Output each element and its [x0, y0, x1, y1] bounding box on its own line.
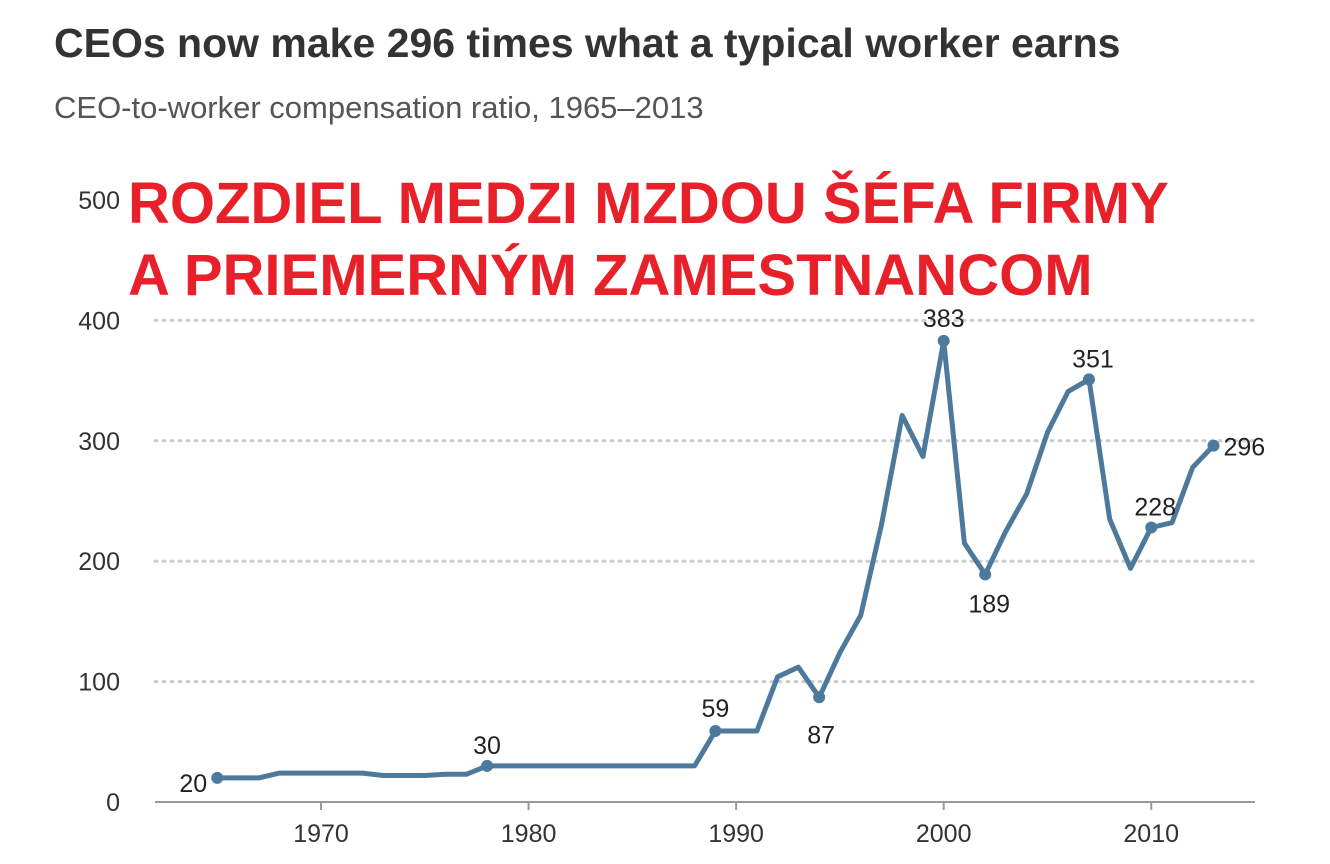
overlay-line-2: A PRIEMERNÝM ZAMESTNANCOM	[128, 243, 1093, 308]
grid-lines	[153, 318, 1257, 803]
data-label: 20	[179, 770, 207, 798]
x-tick-label: 1990	[708, 820, 764, 848]
y-tick-label: 300	[78, 428, 120, 456]
x-tick-label: 2000	[916, 820, 972, 848]
data-label: 189	[968, 590, 1010, 618]
x-axis-ticks: 1970 1980 1990 2000 2010	[293, 802, 1179, 848]
data-label: 351	[1072, 345, 1114, 373]
data-label: 228	[1134, 493, 1176, 521]
data-label: 59	[701, 695, 729, 723]
data-point-marker	[937, 334, 950, 347]
x-tick-label: 1980	[501, 820, 557, 848]
chart-subtitle: CEO-to-worker compensation ratio, 1965–2…	[54, 90, 704, 125]
data-point-marker	[979, 568, 992, 581]
y-tick-label: 100	[78, 669, 120, 697]
overlay-line-1: ROZDIEL MEDZI MZDOU ŠÉFA FIRMY	[128, 171, 1169, 236]
data-point-marker	[481, 759, 494, 772]
overlay-headline: ROZDIEL MEDZI MZDOU ŠÉFA FIRMY A PRIEMER…	[128, 168, 1169, 312]
data-label: 383	[923, 305, 965, 333]
data-point-marker	[1082, 373, 1095, 386]
y-tick-label: 500	[78, 187, 120, 215]
y-tick-label: 0	[106, 789, 120, 817]
data-point-marker	[709, 724, 722, 737]
data-point-marker	[1207, 439, 1220, 452]
y-tick-label: 400	[78, 307, 120, 335]
annotation-labels: 20 30 59 87 383 189 351 228 296	[179, 305, 1265, 798]
data-point-marker	[813, 691, 826, 704]
x-tick-label: 1970	[293, 820, 349, 848]
data-label: 87	[807, 721, 835, 749]
x-tick-label: 2010	[1123, 820, 1179, 848]
data-label: 296	[1223, 434, 1265, 462]
y-axis-ticks: 0 100 200 300 400 500	[78, 187, 120, 817]
y-tick-label: 200	[78, 548, 120, 576]
data-point-marker	[211, 771, 224, 784]
chart-title: CEOs now make 296 times what a typical w…	[54, 20, 1121, 66]
data-point-marker	[1145, 521, 1158, 534]
data-label: 30	[473, 732, 501, 760]
annotation-markers	[211, 334, 1220, 784]
